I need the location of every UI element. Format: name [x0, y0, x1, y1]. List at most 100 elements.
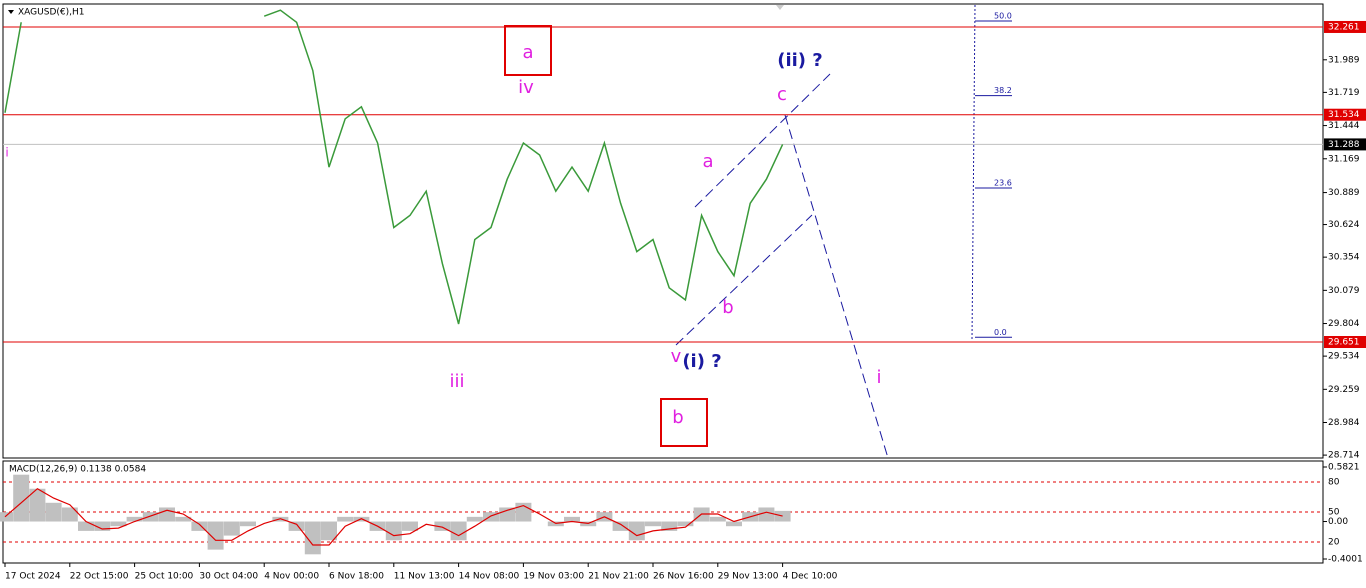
x-tick-label: 4 Nov 00:00	[264, 572, 319, 582]
x-tick-label: 29 Nov 13:00	[718, 572, 779, 582]
macd-bar	[450, 521, 467, 541]
current-price-box	[1324, 138, 1366, 151]
x-tick-label: 6 Nov 18:00	[329, 572, 384, 582]
macd-bar	[499, 507, 516, 522]
x-tick-label: 21 Nov 21:00	[588, 572, 649, 582]
wave-label: (i) ?	[682, 351, 721, 372]
macd-bar	[564, 516, 580, 522]
y-tick-label: -0.4001	[1328, 555, 1363, 565]
wave-label: i	[5, 146, 8, 160]
macd-bar	[726, 521, 742, 527]
price-level-box	[1324, 20, 1366, 33]
macd-bar	[774, 510, 791, 522]
y-tick-label: 31.169	[1328, 154, 1360, 164]
fib-label: 50.0	[994, 12, 1012, 21]
y-tick-label: 30.354	[1328, 253, 1360, 263]
wave-label: v	[671, 346, 682, 367]
y-tick-label: 28.714	[1328, 451, 1360, 461]
y-tick-label: 0.5821	[1328, 463, 1360, 473]
y-tick-label: 29.534	[1328, 352, 1360, 362]
wave-box	[660, 398, 708, 447]
macd-bar	[677, 521, 694, 527]
fib-label: 23.6	[994, 179, 1012, 188]
signal-line	[4, 487, 783, 546]
x-tick-label: 26 Nov 16:00	[653, 572, 714, 582]
y-tick-label: 30.889	[1328, 188, 1360, 198]
macd-bar	[402, 521, 418, 531]
y-tick-label: 0.00	[1328, 517, 1348, 527]
price-level-box	[1324, 336, 1366, 349]
level-label: 50	[1328, 508, 1340, 518]
wave-label: a	[702, 151, 713, 172]
menu-arrow[interactable]	[8, 10, 14, 14]
y-tick-label: 29.259	[1328, 385, 1360, 395]
macd-bar	[94, 521, 111, 531]
scroll-marker	[776, 5, 784, 10]
wave-label: (ii) ?	[777, 50, 823, 71]
level-label: 80	[1328, 478, 1340, 488]
macd-bar	[709, 516, 726, 522]
fib-line	[971, 4, 976, 341]
macd-bar	[207, 521, 224, 550]
macd-bar	[142, 512, 159, 522]
macd-bar	[288, 521, 305, 531]
wave-label: c	[777, 84, 787, 105]
y-tick-label: 31.444	[1328, 121, 1360, 131]
wave-label: b	[722, 297, 733, 318]
macd-bar	[645, 521, 661, 527]
macd-bar	[223, 521, 240, 536]
wave-label: i	[876, 367, 881, 388]
main-pane	[2, 3, 1324, 459]
price-level-box	[1324, 108, 1366, 121]
wave-box	[504, 25, 552, 76]
macd-bar	[466, 516, 483, 522]
macd-bar	[110, 521, 127, 527]
current-price-label: 31.288	[1328, 140, 1360, 150]
x-tick-label: 22 Oct 15:00	[70, 572, 129, 582]
macd-bar	[304, 521, 321, 555]
chart-title: XAGUSD(€),H1	[18, 8, 84, 18]
price-level-label: 31.534	[1328, 110, 1360, 120]
x-tick-label: 30 Oct 04:00	[199, 572, 258, 582]
wave-label: b	[672, 407, 683, 428]
level-label: 20	[1328, 538, 1340, 548]
macd-bar	[385, 521, 402, 541]
macd-bar	[612, 521, 629, 531]
wave-label: iv	[518, 77, 534, 98]
macd-bar	[159, 507, 175, 522]
x-tick-label: 11 Nov 13:00	[394, 572, 455, 582]
y-tick-label: 31.989	[1328, 55, 1360, 65]
fib-label: 0.0	[994, 328, 1007, 337]
x-tick-label: 17 Oct 2024	[5, 572, 61, 582]
macd-bar	[175, 516, 192, 522]
y-tick-label: 30.624	[1328, 220, 1360, 230]
y-tick-label: 31.719	[1328, 88, 1360, 98]
x-tick-label: 14 Nov 08:00	[459, 572, 520, 582]
macd-bar	[758, 507, 775, 522]
wave-label: a	[522, 42, 533, 63]
trend-lines	[675, 73, 889, 458]
macd-bar	[0, 512, 13, 522]
macd-bar	[45, 502, 62, 522]
macd-bar	[321, 521, 337, 541]
macd-bar	[483, 512, 499, 522]
macd-title: MACD(12,26,9) 0.1138 0.0584	[9, 465, 146, 475]
macd-bar	[13, 474, 30, 522]
macd-bar	[29, 488, 46, 522]
macd-bar	[434, 521, 451, 531]
price-level-label: 29.651	[1328, 338, 1360, 348]
y-tick-label: 28.984	[1328, 418, 1360, 428]
macd-bar	[628, 521, 645, 541]
macd-bar	[661, 521, 678, 531]
x-tick-label: 25 Oct 10:00	[135, 572, 194, 582]
macd-bar	[126, 516, 143, 522]
fib-label: 38.2	[994, 86, 1012, 95]
macd-bar	[337, 516, 354, 522]
macd-bar	[61, 507, 78, 522]
y-tick-label: 30.079	[1328, 286, 1360, 296]
x-tick-label: 4 Dec 10:00	[783, 572, 838, 582]
y-tick-label: 29.804	[1328, 319, 1360, 329]
macd-bar	[191, 521, 208, 531]
price-line	[4, 9, 784, 325]
